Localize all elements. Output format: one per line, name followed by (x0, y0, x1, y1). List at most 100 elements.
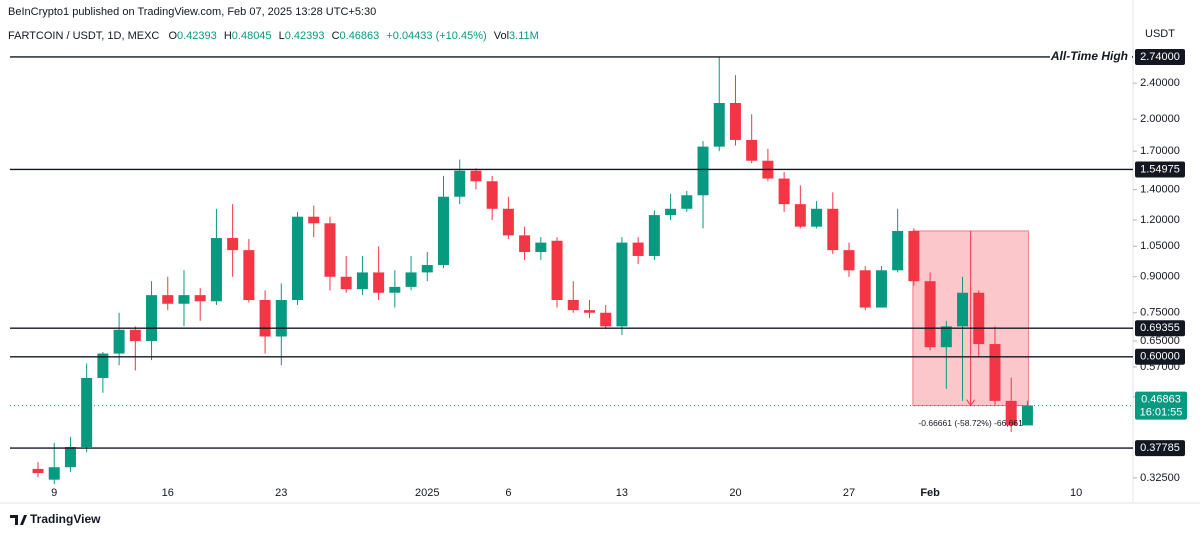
candle-body (113, 329, 125, 354)
y-tick-label: 0.90000 (1140, 271, 1180, 283)
level-note-bg (1050, 48, 1132, 65)
last-price-label: 0.46863 (1141, 393, 1181, 405)
candle-body (373, 272, 385, 293)
logo-mark (10, 515, 27, 525)
ohlc-label: L (279, 30, 285, 42)
candle-body (162, 295, 174, 304)
candle-body (486, 181, 498, 209)
candle-body (194, 295, 206, 302)
level-label: 1.54975 (1140, 163, 1180, 175)
candle-body (210, 238, 222, 302)
level-label: 2.74000 (1140, 51, 1180, 63)
candle-body (48, 467, 60, 480)
published-line: BeInCrypto1 published on TradingView.com… (8, 6, 376, 18)
candle-body (551, 240, 563, 301)
level-badge (1135, 440, 1185, 457)
x-tick-label: 16 (162, 487, 174, 499)
level-label: 0.37785 (1140, 442, 1180, 454)
ohlc-value: 0.42393 (285, 30, 325, 42)
level-badge (1135, 320, 1185, 337)
candle-body (940, 326, 952, 348)
x-tick-label: 10 (1070, 487, 1082, 499)
candle-body (567, 300, 579, 311)
measure-label: -0.66661 (-58.72%) -66,661 (918, 418, 1023, 428)
volume: 3.11M (509, 30, 539, 42)
candle-body (973, 292, 985, 345)
candle-body (421, 265, 433, 273)
candle-body (519, 235, 531, 253)
legend: FARTCOIN / USDT, 1D, MEXC O0.42393 H0.48… (8, 30, 539, 42)
candle-body (583, 310, 595, 313)
y-tick-label: 0.65000 (1140, 335, 1180, 347)
ohlc-value: 0.48045 (232, 30, 272, 42)
y-tick-label: 0.75000 (1140, 307, 1180, 319)
level-badge (1135, 48, 1185, 65)
volume-label: Vol (494, 30, 509, 42)
symbol: FARTCOIN / USDT, 1D, MEXC (8, 30, 159, 42)
y-tick-label: 1.20000 (1140, 214, 1180, 226)
y-tick-label: 2.40000 (1140, 77, 1180, 89)
candle-body (859, 270, 871, 308)
candle-body (648, 215, 660, 256)
candle-body (275, 300, 287, 337)
change: +0.04433 (+10.45%) (386, 30, 486, 42)
candle-body (227, 238, 239, 251)
candle-body (665, 208, 677, 216)
candle-body (81, 377, 93, 447)
y-tick-label: 1.40000 (1140, 183, 1180, 195)
level-note: All-Time High (1050, 49, 1128, 63)
x-tick-label: 20 (729, 487, 741, 499)
x-tick-label: 2025 (415, 487, 439, 499)
level-label: 0.69355 (1140, 322, 1180, 334)
candle-body (778, 178, 790, 205)
candle-body (129, 329, 141, 342)
x-tick-label: 6 (505, 487, 511, 499)
candle-body (729, 103, 741, 140)
candle-body (356, 272, 368, 290)
level-badge (1135, 161, 1185, 178)
ohlc-label: O (168, 30, 177, 42)
candle-body (713, 103, 725, 147)
candle-body (308, 216, 320, 224)
ohlc-value: 0.42393 (177, 30, 217, 42)
candle-body (843, 250, 855, 271)
footer-logo: TradingView (10, 512, 101, 526)
candle-body (827, 208, 839, 251)
candle-body (989, 344, 1001, 401)
candle-body (794, 204, 806, 227)
candle-body (146, 295, 158, 342)
level-badge (1135, 348, 1185, 365)
y-tick-label: 0.32500 (1140, 472, 1180, 484)
candle-body (616, 242, 628, 327)
x-tick-label: 27 (843, 487, 855, 499)
candle-body (259, 300, 271, 337)
candle-body (811, 208, 823, 227)
x-tick-label: 13 (616, 487, 628, 499)
candle-body (405, 272, 417, 287)
candle-body (535, 242, 547, 253)
x-tick-label: Feb (920, 487, 940, 499)
ohlc-label: C (332, 30, 340, 42)
y-tick-label: 2.00000 (1140, 113, 1180, 125)
candle-body (632, 242, 644, 256)
x-tick-label: 9 (51, 487, 57, 499)
candle-body (1021, 405, 1033, 426)
brand: TradingView (30, 512, 101, 526)
y-tick-label: 1.05000 (1140, 240, 1180, 252)
ohlc-label: H (224, 30, 232, 42)
candle-body (681, 195, 693, 209)
candle-body (924, 281, 936, 348)
y-tick-label: 1.70000 (1140, 145, 1180, 157)
candle-body (892, 230, 904, 271)
level-label: 0.60000 (1140, 351, 1180, 363)
candle-body (243, 250, 255, 301)
candle-body (454, 170, 466, 197)
candle-body (908, 230, 920, 282)
candle-body (697, 146, 709, 196)
x-tick-label: 23 (275, 487, 287, 499)
candle-body (324, 223, 336, 277)
candle-body (1005, 400, 1017, 426)
